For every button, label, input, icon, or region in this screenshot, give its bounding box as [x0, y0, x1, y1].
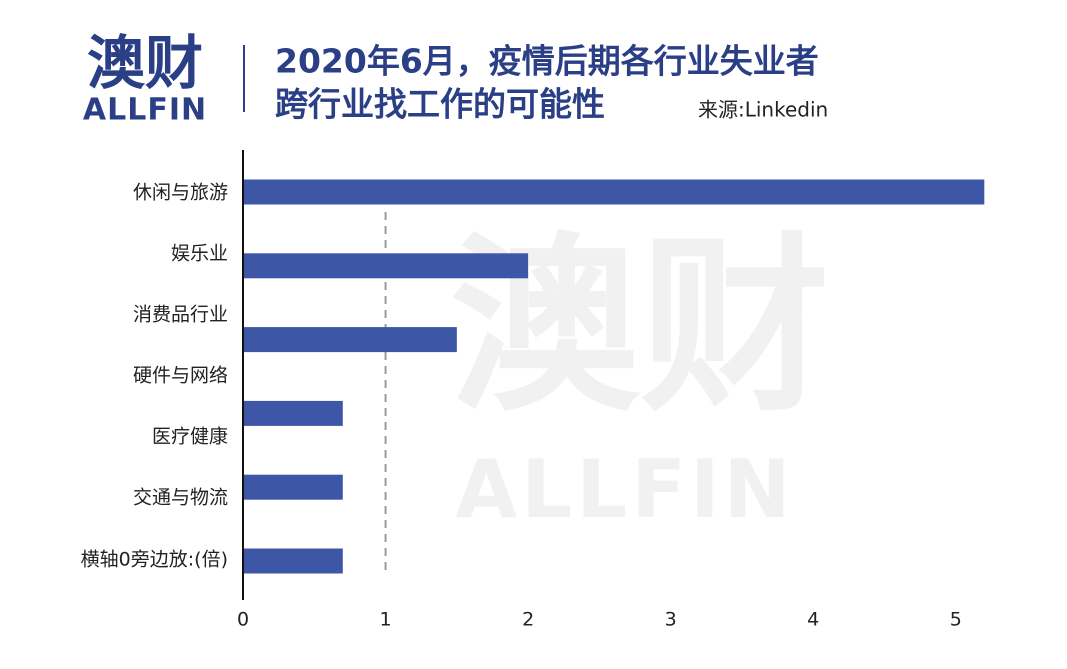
bar [243, 400, 343, 426]
y-tick-label: 消费品行业 [133, 304, 228, 326]
annotation: 横轴0旁边放:(倍) [81, 549, 228, 571]
bar [243, 474, 343, 500]
x-tick-label: 3 [665, 609, 677, 631]
title-line: 跨行业找工作的可能性 [275, 85, 605, 124]
bar [243, 548, 343, 574]
source: 来源:Linkedin [698, 98, 828, 122]
x-tick-label: 5 [950, 609, 962, 631]
y-tick-label: 娱乐业 [171, 243, 228, 265]
y-tick-label: 医疗健康 [152, 426, 228, 448]
bar [243, 253, 529, 279]
y-tick-label: 交通与物流 [133, 487, 228, 509]
logo-wordmark: ALLFIN [83, 93, 207, 128]
plot: 0 1 2 3 4 5 休闲与旅游娱乐业消费品行业硬件与网络医疗健康交通与物流横轴0旁边放:… [81, 150, 985, 631]
y-tick-label: 硬件与网络 [133, 365, 228, 387]
x-tick-label: 0 [237, 609, 249, 631]
logo-mark: 澳财 [87, 29, 203, 97]
x-tick-label: 1 [380, 609, 392, 631]
bar [243, 179, 985, 205]
y-tick-label: 休闲与旅游 [133, 182, 228, 204]
watermark-mark: 澳财 [450, 216, 830, 437]
x-tick-label: 2 [522, 609, 534, 631]
bar [243, 327, 457, 353]
title-line: 2020年6月，疫情后期各行业失业者 [275, 42, 819, 81]
x-tick-label: 4 [807, 609, 819, 631]
watermark-wordmark: ALLFIN [455, 443, 794, 536]
